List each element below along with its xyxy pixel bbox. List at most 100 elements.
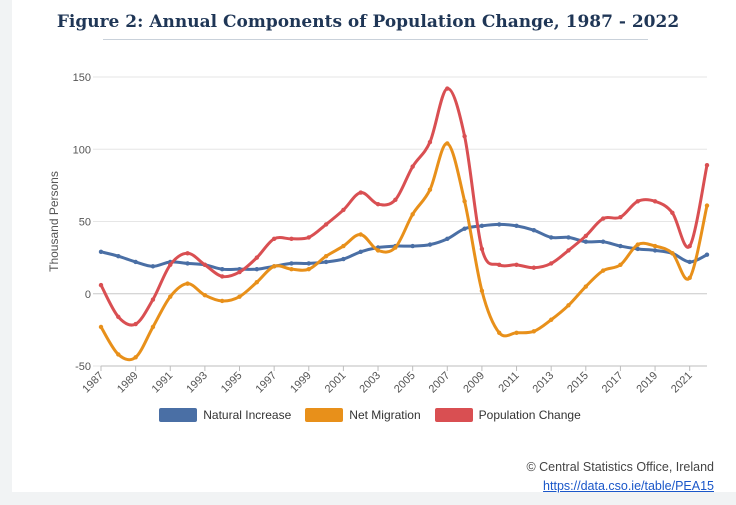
x-tick-label: 1995 — [219, 370, 245, 396]
data-point-population-change — [618, 214, 623, 220]
data-point-population-change — [168, 262, 173, 268]
data-point-population-change — [670, 210, 675, 216]
data-point-population-change — [375, 201, 381, 207]
series-line-population-change — [99, 87, 709, 327]
legend-item-population-change[interactable]: Population Change — [434, 408, 581, 422]
data-point-net-migration — [566, 303, 571, 308]
chart-title: Figure 2: Annual Components of Populatio… — [56, 12, 680, 32]
data-point-population-change — [600, 216, 606, 221]
legend-swatch-population-change — [434, 408, 473, 422]
x-tick-label: 1991 — [150, 370, 176, 396]
legend: Natural Increase Net Migration Populatio… — [0, 408, 736, 422]
x-tick-label: 2011 — [496, 370, 521, 395]
data-point-net-migration — [462, 199, 467, 204]
data-point-natural-increase — [687, 259, 692, 265]
data-point-population-change — [548, 261, 554, 266]
x-tick-label: 2009 — [461, 370, 487, 396]
legend-item-net-migration[interactable]: Net Migration — [305, 408, 421, 422]
data-point-net-migration — [237, 294, 242, 299]
data-point-net-migration — [289, 266, 294, 272]
data-point-population-change — [116, 314, 121, 320]
data-point-net-migration — [168, 294, 173, 299]
data-point-population-change — [704, 162, 710, 168]
data-point-population-change — [583, 233, 588, 239]
y-tick-label: 50 — [79, 217, 91, 229]
source-credit: © Central Statistics Office, Ireland htt… — [526, 458, 714, 496]
data-point-natural-increase — [479, 223, 485, 229]
data-point-natural-increase — [306, 261, 311, 266]
data-point-net-migration — [323, 253, 329, 259]
data-point-population-change — [652, 199, 658, 204]
data-point-net-migration — [445, 141, 450, 146]
data-point-population-change — [497, 262, 502, 268]
x-tick-label: 2003 — [357, 370, 383, 396]
data-point-net-migration — [254, 279, 260, 285]
data-point-natural-increase — [635, 246, 640, 252]
legend-label-population-change: Population Change — [478, 408, 581, 422]
data-point-population-change — [393, 197, 398, 203]
data-point-natural-increase — [185, 261, 190, 266]
x-tick-label: 2019 — [634, 370, 660, 396]
data-point-net-migration — [393, 245, 398, 250]
data-point-population-change — [202, 262, 208, 268]
x-tick-label: 1999 — [288, 370, 314, 396]
data-point-population-change — [531, 265, 537, 270]
data-point-population-change — [254, 255, 260, 260]
data-point-natural-increase — [704, 252, 710, 257]
legend-swatch-net-migration — [305, 408, 344, 422]
data-point-net-migration — [548, 317, 554, 322]
data-point-population-change — [306, 235, 311, 240]
data-point-natural-increase — [652, 248, 658, 253]
data-point-net-migration — [220, 298, 225, 304]
data-point-population-change — [635, 199, 640, 204]
data-point-net-migration — [358, 232, 363, 237]
data-point-net-migration — [375, 248, 381, 253]
legend-label-net-migration: Net Migration — [349, 408, 421, 422]
source-link[interactable]: https://data.cso.ie/table/PEA15 — [543, 479, 714, 493]
x-tick-label: 1987 — [80, 370, 106, 396]
data-point-natural-increase — [150, 264, 156, 269]
data-point-net-migration — [479, 288, 485, 294]
data-point-net-migration — [635, 242, 640, 247]
data-point-natural-increase — [566, 235, 571, 240]
data-point-net-migration — [670, 251, 675, 256]
data-point-natural-increase — [323, 259, 329, 265]
x-tick-label: 2007 — [427, 370, 453, 396]
x-tick-label: 2021 — [669, 370, 695, 396]
x-tick-label: 2005 — [392, 370, 418, 396]
data-point-population-change — [687, 243, 692, 249]
data-point-net-migration — [202, 292, 208, 298]
data-point-population-change — [98, 282, 104, 288]
title-underline — [103, 39, 648, 40]
y-tick-label: -50 — [75, 361, 91, 373]
data-point-natural-increase — [445, 236, 450, 242]
data-point-net-migration — [600, 268, 606, 273]
data-point-population-change — [341, 207, 346, 213]
data-point-net-migration — [150, 324, 156, 330]
data-point-net-migration — [133, 355, 138, 360]
data-point-population-change — [462, 134, 467, 139]
legend-label-natural-increase: Natural Increase — [203, 408, 292, 422]
data-point-natural-increase — [600, 239, 606, 244]
copyright-text: © Central Statistics Office, Ireland — [526, 460, 714, 474]
data-point-population-change — [185, 251, 190, 256]
data-point-population-change — [271, 236, 277, 242]
data-point-population-change — [237, 269, 242, 275]
data-point-net-migration — [497, 330, 502, 335]
data-point-natural-increase — [254, 266, 260, 272]
data-point-net-migration — [618, 262, 623, 268]
x-tick-label: 2001 — [323, 370, 349, 396]
x-tick-label: 1997 — [253, 370, 279, 396]
data-point-population-change — [514, 262, 519, 268]
data-point-net-migration — [306, 266, 311, 272]
data-point-natural-increase — [116, 253, 121, 259]
data-point-net-migration — [652, 243, 658, 249]
legend-item-natural-increase[interactable]: Natural Increase — [159, 408, 291, 422]
data-point-net-migration — [531, 329, 537, 334]
data-point-population-change — [445, 86, 450, 91]
x-tick-label: 2013 — [530, 370, 556, 396]
data-point-natural-increase — [618, 243, 623, 249]
data-point-net-migration — [116, 352, 121, 357]
data-point-net-migration — [514, 330, 519, 335]
data-point-natural-increase — [462, 226, 467, 231]
